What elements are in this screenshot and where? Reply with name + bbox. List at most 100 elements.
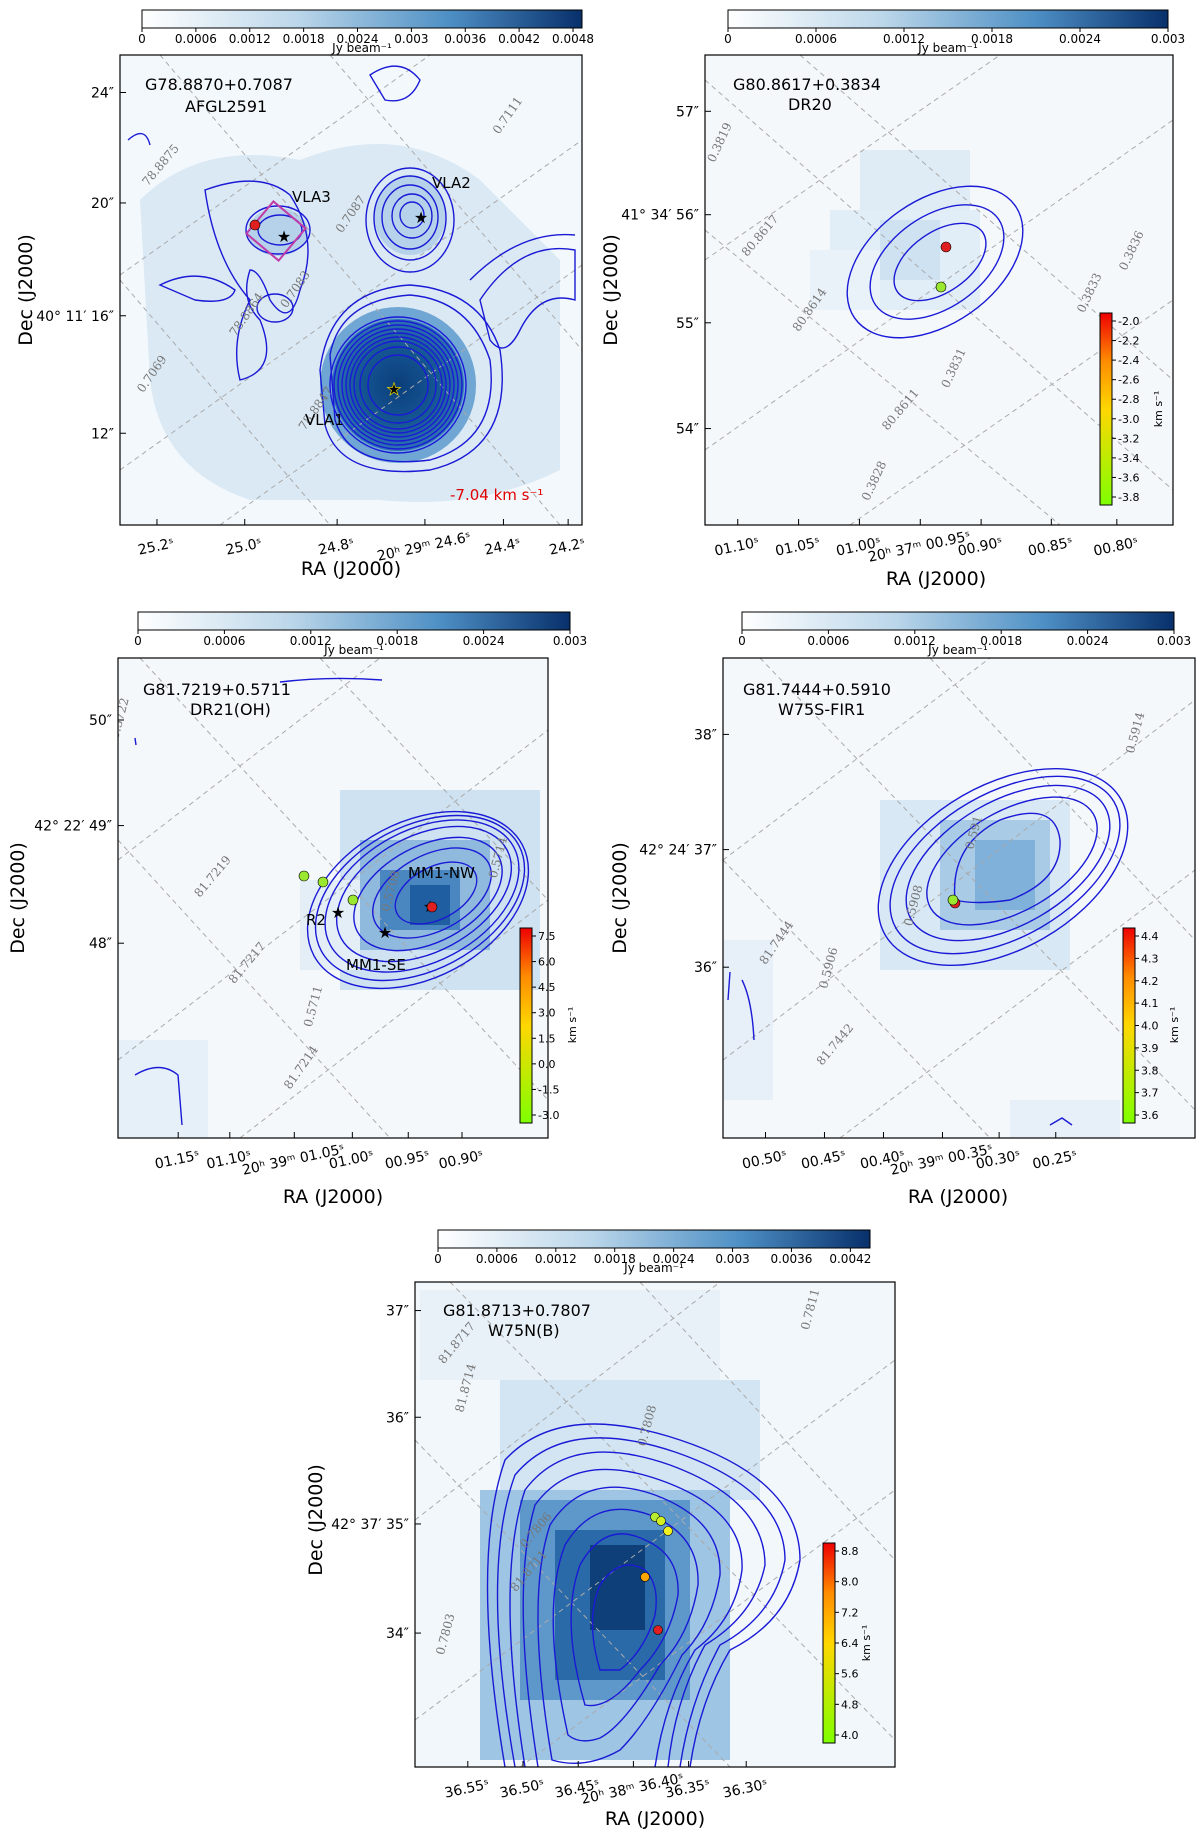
- maser-spot: [663, 1526, 673, 1536]
- y-tick-label: 55″: [676, 316, 699, 332]
- map-frame: [722, 657, 1196, 1139]
- intensity-colorbar-ticks: 0 0.0006 0.0012 0.0018 0.0024 0.003: [738, 630, 1191, 648]
- intensity-colorbar: [137, 611, 571, 631]
- y-tick-label: 37″: [386, 1304, 409, 1320]
- x-tick-label: 36.30ˢ: [722, 1777, 770, 1802]
- velocity-tick-label: 4.3: [1141, 952, 1159, 965]
- x-tick-label: 00.80ˢ: [1092, 535, 1140, 560]
- x-tick-label: 36.50ˢ: [498, 1777, 546, 1802]
- label-r2: R2: [306, 911, 326, 929]
- y-tick-label: 54″: [676, 422, 699, 438]
- y-tick-label: 34″: [386, 1626, 409, 1642]
- vla3-box: [245, 200, 307, 262]
- colorbar-tick-label: 0.0006: [807, 634, 849, 648]
- velocity-tick-label: 4.2: [1141, 975, 1159, 988]
- y-tick-label: 38″: [694, 727, 717, 743]
- colorbar-tick-label: 0.0024: [463, 634, 505, 648]
- y-tick-label: 42° 37′ 35″: [331, 1517, 409, 1533]
- colorbar-tick-label: 0.0042: [829, 1252, 871, 1266]
- source-name: G81.8713+0.7807: [443, 1301, 591, 1320]
- velocity-colorbar: [519, 927, 533, 1124]
- label-vla3: VLA3: [292, 188, 331, 206]
- velocity-tick-label: -3.8: [1118, 491, 1139, 504]
- colorbar-tick-label: 0.0024: [1067, 634, 1109, 648]
- colorbar-tick-label: 0: [724, 32, 732, 46]
- colorbar-tick-label: 0.0042: [498, 32, 540, 46]
- coordinate-grid: [415, 1282, 895, 1767]
- velocity-tick-label: -3.2: [1118, 432, 1139, 445]
- y-tick-label: 24″: [91, 86, 114, 102]
- maser-spot: [653, 1625, 663, 1635]
- panel-dr21oh: 0 0.0006 0.0012 0.0018 0.0024 0.003 Jy beam⁻¹: [7, 611, 587, 1208]
- velocity-tick-label: 4.5: [538, 981, 556, 994]
- intensity-colorbar-label: Jy beam⁻¹: [623, 1261, 684, 1275]
- velocity-tick-label: 3.6: [1141, 1109, 1159, 1122]
- maser-spot: [298, 870, 310, 882]
- velocity-tick-label: 4.8: [841, 1698, 859, 1711]
- label-vla2: VLA2: [432, 174, 471, 192]
- x-tick-label: 00.50ˢ: [741, 1148, 789, 1173]
- x-tick-label: 01.10ˢ: [713, 535, 761, 560]
- intensity-colorbar-label: Jy beam⁻¹: [927, 643, 988, 657]
- y-tick-label: 40° 11′ 16″: [36, 309, 114, 325]
- velocity-tick-label: 5.6: [841, 1668, 859, 1681]
- y-axis-label: Dec (J2000): [15, 234, 37, 346]
- intensity-colorbar: [741, 611, 1175, 631]
- colorbar-tick-label: 0: [134, 634, 142, 648]
- velocity-tick-label: 8.8: [841, 1545, 859, 1558]
- map-frame: [119, 54, 583, 526]
- colorbar-tick-label: 0.003: [394, 32, 428, 46]
- map-frame: [704, 54, 1174, 526]
- y-ticks: 24″ 20″ 40° 11′ 16″ 12″: [36, 86, 126, 442]
- velocity-tick-label: -2.8: [1118, 393, 1139, 406]
- maser-spot: [347, 894, 359, 906]
- coordinate-grid: [118, 658, 548, 1138]
- x-axis-label: RA (J2000): [908, 1186, 1008, 1208]
- x-tick-label: 00.45ˢ: [800, 1148, 848, 1173]
- y-ticks: 38″ 42° 24′ 37″ 36″: [639, 727, 729, 976]
- colorbar-tick-label: 0.0018: [283, 32, 325, 46]
- colorbar-tick-label: 0.0012: [894, 634, 936, 648]
- colorbar-tick-label: 0.003: [1151, 32, 1185, 46]
- source-alias: DR21(OH): [190, 700, 271, 719]
- velocity-tick-label: -3.0: [538, 1109, 559, 1122]
- velocity-tick-label: 4.1: [1141, 997, 1159, 1010]
- intensity-colorbar-label: Jy beam⁻¹: [917, 41, 978, 55]
- intensity-colorbar: [437, 1229, 871, 1249]
- y-tick-label: 42° 22′ 49″: [34, 819, 112, 835]
- colorbar-tick-label: 0.0048: [552, 32, 594, 46]
- y-tick-label: 36″: [694, 960, 717, 976]
- velocity-tick-label: -3.4: [1118, 452, 1139, 465]
- colorbar-tick-label: 0: [738, 634, 746, 648]
- y-tick-label: 12″: [91, 426, 114, 442]
- source-name: G81.7219+0.5711: [143, 680, 291, 699]
- y-tick-label: 48″: [89, 936, 112, 952]
- x-tick-label: 25.0ˢ: [224, 535, 263, 558]
- contours: [127, 65, 576, 473]
- x-axis-label: RA (J2000): [283, 1186, 383, 1208]
- velocity-colorbar-ticks: 8.8 8.0 7.2 6.4 5.6 4.8 4.0: [835, 1545, 859, 1742]
- coordinate-grid: [705, 54, 1173, 525]
- source-name: G80.8617+0.3834: [733, 75, 881, 94]
- r2-star-marker: ★: [331, 903, 345, 922]
- velocity-tick-label: 0.0: [538, 1058, 556, 1071]
- velocity-tick-label: -1.5: [538, 1083, 559, 1096]
- velocity-tick-label: -2.6: [1118, 374, 1139, 387]
- y-tick-label: 41° 34′ 56″: [621, 208, 699, 224]
- intensity-colorbar-ticks: 0 0.0006 0.0012 0.0018 0.0024 0.003: [724, 28, 1185, 46]
- mm1-se-star-marker: ★: [378, 923, 392, 942]
- velocity-colorbar: [822, 1542, 836, 1744]
- y-tick-label: 50″: [89, 713, 112, 729]
- velocity-tick-label: 1.5: [538, 1032, 556, 1045]
- velocity-colorbar: [1099, 312, 1113, 506]
- intensity-colorbar-label: Jy beam⁻¹: [331, 41, 392, 55]
- map-frame: [117, 657, 549, 1139]
- map-image: ★ ★ ★ 78.88750.71110.708778.88640.70830.…: [120, 55, 582, 525]
- velocity-tick-label: 6.0: [538, 956, 556, 969]
- velocity-tick-label: 3.9: [1141, 1042, 1159, 1055]
- x-tick-label: 00.95ˢ: [384, 1148, 432, 1173]
- map-frame: [414, 1281, 896, 1768]
- maser-spot: [656, 1516, 666, 1526]
- x-tick-label: 24.8ˢ: [317, 535, 356, 558]
